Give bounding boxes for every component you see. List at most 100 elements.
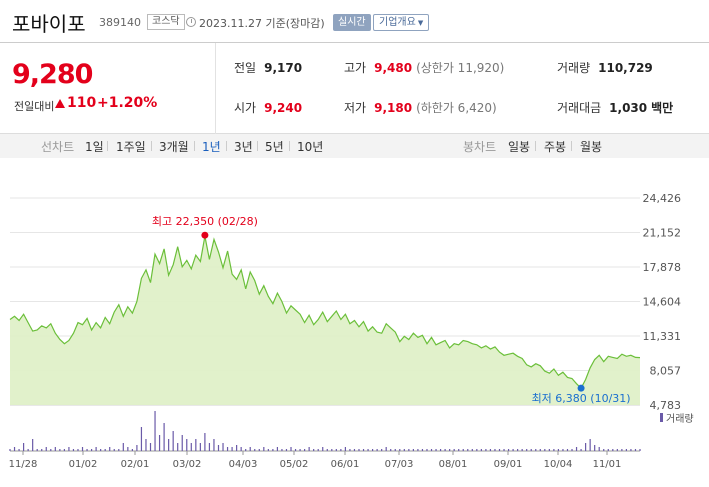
y-tick-label: 8,057 bbox=[650, 365, 682, 378]
volume-bar bbox=[426, 449, 428, 451]
volume-bar bbox=[331, 449, 333, 451]
stat-note: (상한가 11,920) bbox=[416, 61, 505, 75]
tab-period-1y[interactable]: 1년 bbox=[202, 140, 221, 154]
volume-bar bbox=[109, 447, 111, 451]
volume-bar bbox=[371, 449, 374, 451]
volume-bar bbox=[149, 443, 152, 451]
volume-bar bbox=[140, 427, 143, 451]
volume-bar bbox=[467, 449, 469, 451]
tab-period-3y[interactable]: 3년 bbox=[234, 140, 253, 154]
volume-bar bbox=[453, 449, 455, 451]
volume-bar bbox=[90, 449, 93, 451]
tab-period-3m[interactable]: 3개월 bbox=[159, 140, 189, 154]
volume-bar bbox=[634, 449, 637, 451]
stat-label: 시가 bbox=[234, 101, 257, 115]
volume-bars: 거래량 bbox=[9, 411, 694, 452]
volume-bar bbox=[299, 449, 301, 451]
stat-value: 9,170 bbox=[264, 61, 303, 75]
volume-bar bbox=[548, 449, 550, 451]
stat-label: 거래대금 bbox=[557, 101, 602, 115]
volume-bar bbox=[603, 449, 605, 451]
volume-bar bbox=[118, 449, 120, 451]
x-tick-label: 11/28 bbox=[9, 459, 38, 470]
volume-bar bbox=[485, 449, 487, 451]
volume-bar bbox=[585, 443, 587, 451]
volume-bar bbox=[580, 449, 582, 451]
x-axis: 11/28 01/02 02/01 03/02 04/03 05/02 06/01 07/03… bbox=[9, 451, 621, 470]
volume-bar bbox=[226, 447, 229, 451]
volume-bar bbox=[63, 449, 65, 451]
x-tick-label: 04/03 bbox=[229, 459, 258, 470]
x-tick-label: 02/01 bbox=[121, 459, 150, 470]
tab-daily-candle[interactable]: 일봉 bbox=[508, 140, 531, 154]
tab-divider bbox=[257, 141, 258, 151]
tab-period-10y[interactable]: 10년 bbox=[297, 140, 324, 154]
clock-icon bbox=[186, 17, 196, 27]
volume-bar bbox=[507, 449, 510, 451]
y-tick-label: 21,152 bbox=[643, 227, 682, 240]
volume-bar bbox=[621, 449, 623, 451]
chart-period-bar: 선차트 1일 1주일 3개월 1년 3년 5년 10년 봉차트 일봉 주봉 월봉 bbox=[0, 134, 709, 158]
volume-bar bbox=[376, 449, 378, 451]
stat-open: 시가 9,240 bbox=[234, 99, 302, 116]
volume-bar bbox=[68, 447, 70, 451]
volume-bar bbox=[158, 435, 161, 451]
volume-bar bbox=[362, 449, 365, 451]
volume-bar bbox=[390, 449, 392, 451]
volume-bar bbox=[258, 449, 260, 451]
volume-bar bbox=[145, 439, 147, 451]
volume-bar bbox=[86, 449, 88, 451]
chart-annotations: 최고 22,350 (02/28) 최저 6,380 (10/31) bbox=[152, 215, 631, 405]
price-chart: 24,426 21,152 17,878 14,604 11,331 8,057 4,783… bbox=[0, 158, 709, 487]
tab-period-1w[interactable]: 1주일 bbox=[116, 140, 146, 154]
market-badge: 코스닥 bbox=[147, 14, 185, 30]
volume-bar bbox=[399, 449, 401, 451]
tab-period-5y[interactable]: 5년 bbox=[265, 140, 284, 154]
volume-bar bbox=[181, 435, 183, 451]
volume-bar bbox=[81, 447, 84, 451]
stat-label: 저가 bbox=[344, 101, 367, 115]
volume-bar bbox=[95, 447, 97, 451]
volume-bar bbox=[236, 445, 238, 451]
volume-bar bbox=[195, 439, 197, 451]
stat-volume: 거래량 110,729 bbox=[557, 59, 653, 76]
volume-bar bbox=[294, 449, 297, 451]
volume-bar bbox=[254, 449, 256, 451]
volume-bar bbox=[104, 449, 106, 451]
volume-bar bbox=[186, 439, 188, 451]
stat-value: 110,729 bbox=[598, 61, 653, 75]
price-area bbox=[10, 236, 640, 405]
volume-bar bbox=[630, 449, 632, 451]
volume-bar bbox=[349, 449, 351, 451]
volume-bar bbox=[421, 449, 424, 451]
stat-value: 1,030 bbox=[609, 101, 648, 115]
volume-bar bbox=[213, 439, 215, 451]
x-tick-label: 09/01 bbox=[494, 459, 523, 470]
volume-bar bbox=[358, 449, 360, 451]
volume-bar bbox=[113, 449, 115, 451]
price-line bbox=[9, 236, 641, 390]
stat-label: 고가 bbox=[344, 61, 367, 75]
volume-bar bbox=[458, 449, 460, 451]
tab-monthly-candle[interactable]: 월봉 bbox=[580, 140, 603, 154]
company-info-button[interactable]: 기업개요 ▼ bbox=[373, 14, 430, 31]
y-axis: 24,426 21,152 17,878 14,604 11,331 8,057 4,783 bbox=[643, 192, 682, 412]
volume-bar bbox=[417, 449, 419, 451]
divider bbox=[215, 43, 216, 134]
change-value: 110 bbox=[67, 95, 97, 111]
tab-period-1d[interactable]: 1일 bbox=[85, 140, 104, 154]
price-chart-svg: 24,426 21,152 17,878 14,604 11,331 8,057 4,783… bbox=[9, 192, 694, 470]
y-tick-label: 17,878 bbox=[643, 261, 682, 274]
volume-bar bbox=[281, 449, 283, 451]
x-tick-label: 01/02 bbox=[69, 459, 98, 470]
volume-bar bbox=[240, 447, 242, 451]
volume-bar bbox=[557, 449, 560, 451]
volume-bar bbox=[127, 447, 129, 451]
volume-bar bbox=[344, 447, 346, 451]
tab-weekly-candle[interactable]: 주봉 bbox=[544, 140, 567, 154]
volume-bar bbox=[535, 449, 537, 451]
realtime-button[interactable]: 실시간 bbox=[333, 14, 371, 31]
volume-legend-label: 거래량 bbox=[666, 413, 694, 425]
volume-bar bbox=[222, 443, 224, 451]
volume-bar bbox=[59, 449, 61, 451]
